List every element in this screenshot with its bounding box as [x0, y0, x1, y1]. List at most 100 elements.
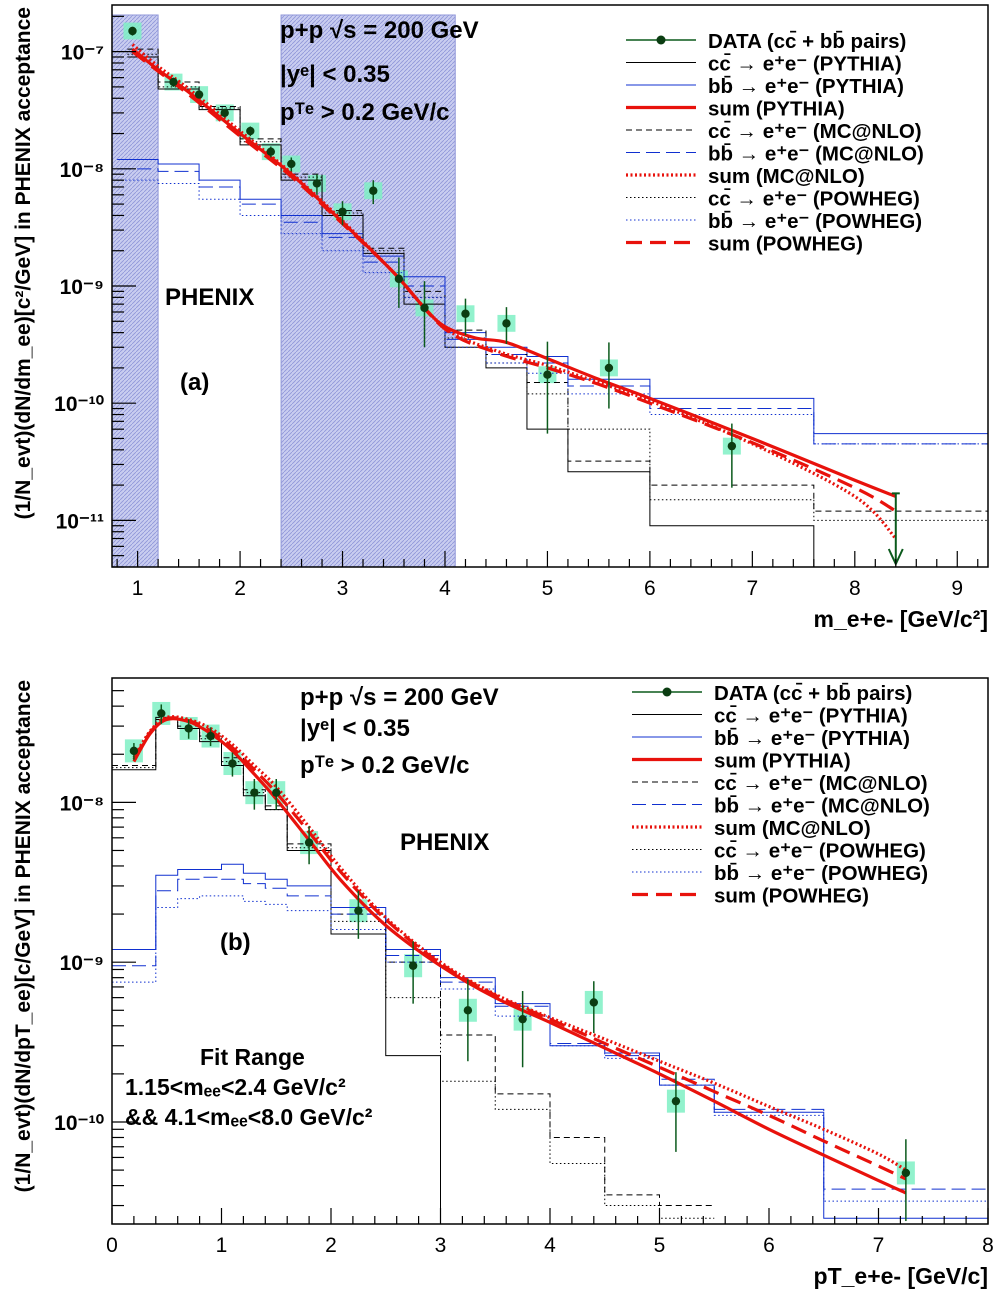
data-point	[518, 1014, 527, 1024]
series-blue-dot	[112, 895, 988, 1202]
x-tick-label: 8	[849, 577, 861, 600]
data-point	[304, 838, 314, 847]
panel-label: (a)	[180, 369, 209, 396]
y-tick-label: 10⁻⁸	[60, 792, 104, 815]
data-point	[246, 126, 255, 136]
data-point	[157, 709, 166, 718]
x-tick-label: 2	[325, 1234, 337, 1257]
x-tick-label: 0	[106, 1234, 118, 1257]
y-tick-label: 10⁻⁸	[60, 159, 104, 182]
data-point	[338, 207, 347, 216]
legend-label: bb̄ → e⁺e⁻ (POWHEG)	[708, 210, 922, 233]
y-axis: 10⁻¹¹ 10⁻¹⁰ 10⁻⁹ 10⁻⁸ 10⁻⁷	[54, 15, 136, 568]
legend-label: sum (POWHEG)	[714, 885, 869, 908]
data-point	[312, 179, 322, 188]
legend-label: bb̄ → e⁺e⁻ (PYTHIA)	[714, 727, 910, 750]
fit-range-label: Fit Range	[200, 1044, 305, 1070]
panel-label: (b)	[220, 929, 251, 956]
data-point	[228, 759, 237, 768]
x-tick-label: 7	[873, 1234, 885, 1257]
legend-label: cc̄ → e⁺e⁻ (PYTHIA)	[714, 705, 908, 728]
legend-label: bb̄ → e⁺e⁻ (MC@NLO)	[708, 143, 924, 166]
cut-label: pᵀᵉ > 0.2 GeV/c	[280, 99, 450, 126]
y-tick-label: 10⁻⁹	[60, 952, 104, 975]
x-tick-label: 4	[439, 577, 451, 600]
x-tick-label: 1	[216, 1234, 228, 1257]
series-black-dash	[127, 48, 988, 512]
legend-label: bb̄ → e⁺e⁻ (MC@NLO)	[714, 795, 930, 818]
data-point	[220, 108, 229, 118]
legend-label: cc̄ → e⁺e⁻ (PYTHIA)	[708, 53, 902, 76]
data-point	[671, 1096, 681, 1106]
legend-data-marker	[656, 35, 666, 45]
plot-area	[112, 14, 988, 567]
cut-label: |yᵉ| < 0.35	[280, 61, 390, 88]
data-point	[354, 906, 363, 915]
y-axis-title: (1/N_evt)(dN/dpT_ee)[c/GeV] in PHENIX ac…	[12, 680, 35, 1192]
y-tick-label: 10⁻⁹	[60, 276, 104, 299]
data-point	[727, 441, 737, 451]
x-tick-label: 3	[435, 1234, 447, 1257]
data-point	[394, 274, 404, 284]
legend-label: DATA (cc̄ + bb̄ pairs)	[714, 682, 912, 705]
legend-label: sum (POWHEG)	[708, 233, 863, 256]
legend-label: sum (MC@NLO)	[708, 165, 865, 188]
data-point	[206, 731, 215, 741]
legend: DATA (cc̄ + bb̄ pairs)cc̄ → e⁺e⁻ (PYTHIA…	[626, 30, 924, 256]
data-point	[129, 746, 139, 756]
legend-label: sum (MC@NLO)	[714, 817, 871, 840]
legend-label: cc̄ → e⁺e⁻ (MC@NLO)	[714, 772, 928, 795]
legend-label: sum (PYTHIA)	[714, 750, 851, 773]
y-axis: 10⁻¹⁰ 10⁻⁹ 10⁻⁸	[54, 690, 136, 1207]
x-axis: 0 1 2 3 4 5 6 7 8	[106, 1208, 994, 1257]
series-red-longdash	[132, 716, 907, 1181]
data-point	[194, 90, 204, 99]
data-point	[502, 319, 511, 328]
cut-label: pᵀᵉ > 0.2 GeV/c	[300, 752, 470, 779]
legend-data-marker	[662, 687, 672, 697]
x-tick-label: 9	[951, 577, 963, 600]
data-point	[272, 788, 281, 797]
data-point	[463, 1006, 473, 1015]
data-point	[543, 370, 552, 379]
cut-label: |yᵉ| < 0.35	[300, 715, 410, 742]
y-tick-label: 10⁻¹⁰	[54, 1112, 104, 1135]
x-tick-label: 1	[132, 577, 144, 600]
legend-label: cc̄ → e⁺e⁻ (MC@NLO)	[708, 120, 922, 143]
x-tick-label: 4	[544, 1234, 556, 1257]
data-point	[184, 724, 193, 733]
data-point	[408, 961, 418, 970]
y-tick-label: 10⁻¹¹	[56, 510, 104, 533]
experiment-label: PHENIX	[165, 284, 254, 311]
x-axis: 1 2 3 4 5 6 7 8 9	[116, 551, 979, 600]
cut-label: p+p √s = 200 GeV	[300, 684, 499, 711]
legend-label: bb̄ → e⁺e⁻ (POWHEG)	[714, 862, 928, 885]
fit-range-label: 1.15<mₑₑ<2.4 GeV/c²	[125, 1074, 346, 1100]
plot-area	[112, 701, 988, 1224]
x-tick-label: 3	[337, 577, 349, 600]
x-axis-title: m_e+e- [GeV/c²]	[814, 606, 989, 632]
series-red-solid	[131, 47, 897, 498]
legend-label: DATA (cc̄ + bb̄ pairs)	[708, 30, 906, 53]
y-tick-label: 10⁻⁷	[61, 42, 104, 65]
legend-label: bb̄ → e⁺e⁻ (PYTHIA)	[708, 75, 904, 98]
fit-range-label: && 4.1<mₑₑ<8.0 GeV/c²	[125, 1104, 373, 1130]
x-axis-title: pT_e+e- [GeV/c]	[814, 1263, 988, 1289]
y-tick-label: 10⁻¹⁰	[54, 393, 104, 416]
x-tick-label: 6	[644, 577, 656, 600]
data-point	[589, 998, 598, 1007]
cut-label: p+p √s = 200 GeV	[280, 17, 479, 44]
series-black-solid	[112, 718, 496, 1224]
y-axis-title: (1/N_evt)(dN/dm_ee)[c²/GeV] in PHENIX ac…	[12, 7, 35, 519]
data-point	[604, 363, 614, 373]
data-point	[287, 159, 296, 169]
legend-label: cc̄ → e⁺e⁻ (POWHEG)	[714, 840, 926, 863]
x-tick-label: 7	[747, 577, 759, 600]
x-tick-label: 5	[654, 1234, 666, 1257]
x-tick-label: 6	[763, 1234, 775, 1257]
experiment-label: PHENIX	[400, 829, 489, 856]
panel-a: 1 2 3 4 5 6 7 8 9 10⁻¹¹ 10⁻¹⁰ 10⁻⁹ 10⁻⁸ 10⁻⁷ (1/N_evt)…	[12, 4, 989, 632]
data-point	[250, 788, 259, 797]
x-tick-label: 8	[982, 1234, 994, 1257]
